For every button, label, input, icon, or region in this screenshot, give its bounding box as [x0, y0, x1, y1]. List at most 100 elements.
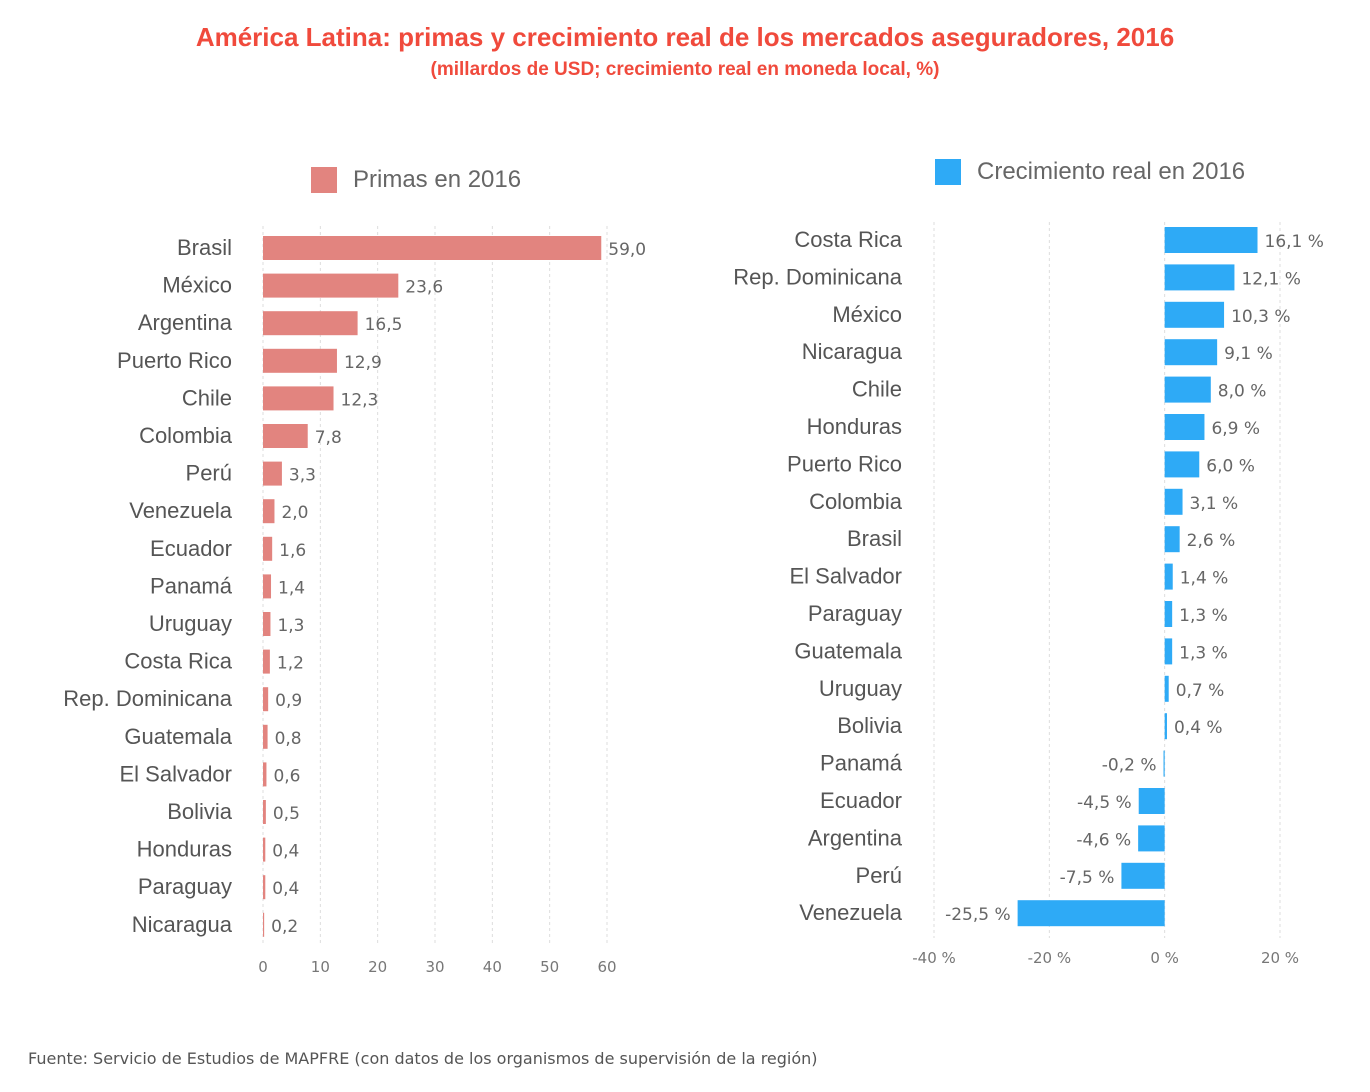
category-label-crecimiento: Puerto Rico: [787, 451, 902, 476]
value-label-crecimiento: -7,5 %: [1060, 868, 1115, 888]
value-label-primas: 1,4: [278, 578, 305, 598]
x-tick-label-crecimiento: -20 %: [1028, 949, 1072, 967]
value-label-primas: 7,8: [315, 428, 342, 448]
bar-primas: [263, 461, 282, 486]
bar-crecimiento: [1138, 825, 1165, 852]
category-label-primas: Ecuador: [150, 536, 232, 561]
bar-crecimiento: [1164, 638, 1173, 665]
crecimiento-chart: -40 % -20 % 0 % 20 % Costa Rica 16,1 % Rep. Do…: [733, 222, 1324, 967]
category-label-primas: Puerto Rico: [117, 348, 232, 373]
value-label-primas: 0,4: [272, 879, 299, 899]
bar-primas: [263, 762, 267, 787]
value-label-crecimiento: 1,3 %: [1179, 643, 1228, 663]
value-label-primas: 0,5: [273, 804, 300, 824]
chart-subtitle: (millardos de USD; crecimiento real en m…: [430, 59, 940, 80]
bar-primas: [263, 499, 275, 524]
category-label-crecimiento: Uruguay: [819, 676, 902, 701]
value-label-primas: 0,8: [275, 729, 302, 749]
category-label-crecimiento: México: [832, 302, 902, 327]
legend-crecimiento: Crecimiento real en 2016: [935, 158, 1245, 186]
category-label-crecimiento: Costa Rica: [794, 227, 902, 252]
category-label-primas: Colombia: [139, 423, 233, 448]
value-label-crecimiento: 8,0 %: [1218, 382, 1267, 402]
bar-primas: [263, 236, 602, 260]
category-label-primas: Rep. Dominicana: [63, 686, 233, 711]
category-label-primas: Honduras: [137, 837, 232, 862]
bar-crecimiento: [1164, 339, 1218, 366]
value-label-primas: 12,9: [344, 353, 382, 373]
x-tick-label-primas: 0: [258, 958, 268, 976]
bar-crecimiento: [1164, 601, 1173, 627]
category-label-primas: El Salvador: [119, 761, 232, 786]
value-label-crecimiento: -4,6 %: [1076, 830, 1131, 850]
category-label-primas: Guatemala: [124, 724, 232, 749]
category-label-primas: Perú: [186, 461, 232, 486]
category-label-primas: Argentina: [138, 310, 233, 335]
category-label-primas: Venezuela: [129, 498, 233, 523]
category-label-primas: Panamá: [150, 573, 233, 598]
value-label-crecimiento: 10,3 %: [1231, 307, 1290, 327]
category-label-crecimiento: El Salvador: [789, 564, 902, 589]
value-label-crecimiento: 6,9 %: [1211, 419, 1260, 439]
value-label-crecimiento: 12,1 %: [1241, 269, 1300, 289]
bar-primas: [263, 311, 358, 336]
value-label-crecimiento: 0,7 %: [1176, 681, 1225, 701]
value-label-crecimiento: -4,5 %: [1077, 793, 1132, 813]
value-label-crecimiento: 6,0 %: [1206, 456, 1255, 476]
value-label-crecimiento: 0,4 %: [1174, 718, 1223, 738]
category-label-crecimiento: Argentina: [808, 825, 903, 850]
category-label-crecimiento: Nicaragua: [802, 339, 903, 364]
category-label-crecimiento: Honduras: [807, 414, 902, 439]
category-label-crecimiento: Colombia: [809, 489, 903, 514]
bar-primas: [263, 687, 269, 712]
bar-crecimiento: [1164, 526, 1180, 553]
value-label-primas: 0,9: [275, 691, 302, 711]
x-tick-label-primas: 30: [425, 958, 444, 976]
bar-crecimiento: [1164, 488, 1183, 515]
category-label-primas: Costa Rica: [124, 649, 232, 674]
bar-crecimiento: [1164, 414, 1205, 440]
x-tick-label-primas: 10: [311, 958, 330, 976]
bar-crecimiento: [1121, 862, 1165, 889]
value-label-primas: 0,6: [273, 766, 300, 786]
value-label-primas: 23,6: [405, 278, 443, 298]
bar-crecimiento: [1164, 451, 1200, 478]
category-label-crecimiento: Brasil: [847, 526, 902, 551]
bar-primas: [263, 348, 337, 373]
value-label-primas: 59,0: [608, 240, 646, 260]
bar-primas: [263, 273, 399, 298]
bar-crecimiento: [1164, 301, 1225, 328]
bar-primas: [263, 536, 273, 561]
bar-crecimiento: [1164, 227, 1258, 253]
x-tick-label-crecimiento: -40 %: [912, 949, 956, 967]
legend-label-primas: Primas en 2016: [353, 166, 522, 193]
category-label-crecimiento: Paraguay: [808, 601, 902, 626]
category-label-primas: Chile: [182, 385, 232, 410]
category-label-crecimiento: Bolivia: [837, 713, 903, 738]
value-label-crecimiento: -25,5 %: [945, 905, 1011, 925]
category-label-crecimiento: Chile: [852, 377, 902, 402]
primas-chart: 0 10 20 30 40 50 60 Brasil 59,0 México 23,6 Argenti…: [63, 226, 646, 976]
category-label-primas: Paraguay: [138, 874, 232, 899]
legend-primas: Primas en 2016: [311, 166, 521, 194]
value-label-primas: 1,6: [279, 541, 306, 561]
value-label-primas: 12,3: [341, 390, 379, 410]
bar-crecimiento: [1164, 675, 1169, 702]
bar-primas: [263, 837, 266, 862]
value-label-primas: 3,3: [289, 466, 316, 486]
bar-crecimiento: [1164, 376, 1211, 403]
value-label-primas: 1,3: [277, 616, 304, 636]
x-tick-label-primas: 50: [540, 958, 559, 976]
value-label-crecimiento: 3,1 %: [1190, 494, 1239, 514]
x-tick-label-primas: 40: [483, 958, 502, 976]
value-label-crecimiento: 16,1 %: [1265, 232, 1324, 252]
x-tick-label-crecimiento: 20 %: [1261, 949, 1299, 967]
category-label-crecimiento: Guatemala: [794, 638, 902, 663]
source-note: Fuente: Servicio de Estudios de MAPFRE (…: [28, 1049, 818, 1068]
bar-crecimiento: [1017, 900, 1165, 927]
category-label-primas: Uruguay: [149, 611, 232, 636]
legend-swatch-crecimiento: [935, 159, 961, 185]
bar-primas: [263, 875, 266, 900]
category-label-primas: México: [162, 273, 232, 298]
category-label-crecimiento: Rep. Dominicana: [733, 264, 903, 289]
